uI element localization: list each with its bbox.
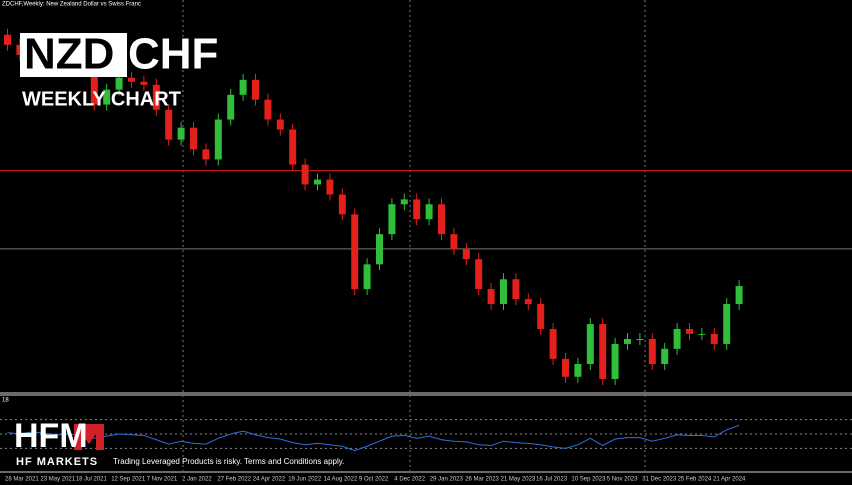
title-box-text: NZD xyxy=(24,30,114,79)
candle-body xyxy=(152,84,160,110)
title-text: CHF xyxy=(128,30,218,79)
candle-body xyxy=(562,358,569,377)
candle-body xyxy=(574,364,582,377)
candle-body xyxy=(239,79,247,95)
x-tick-label: 18 Jul 2021 xyxy=(76,477,108,483)
x-tick-label: 12 Sep 2021 xyxy=(111,477,146,483)
candle-body xyxy=(710,333,718,344)
panel-separator xyxy=(0,392,852,396)
logo-subtitle: HF MARKETS xyxy=(16,456,98,468)
x-tick-label: 29 Jan 2023 xyxy=(430,477,464,483)
candle-body xyxy=(673,328,681,349)
title-box xyxy=(20,33,127,77)
symbol-header: ZDCHF,Weekly: New Zealand Dollar vs Swis… xyxy=(2,2,141,8)
candle-body xyxy=(599,324,607,379)
candle-body xyxy=(314,179,321,185)
candle-body xyxy=(338,194,346,215)
candle-body xyxy=(723,303,731,344)
candle-body xyxy=(611,343,619,379)
candle-body xyxy=(128,77,135,82)
candle-body xyxy=(90,69,98,105)
x-tick-label: 9 Oct 2022 xyxy=(359,477,389,483)
candle-body xyxy=(363,264,371,290)
candle-body xyxy=(661,348,669,365)
candle-body xyxy=(202,149,210,160)
x-tick-label: 2 Jan 2022 xyxy=(182,477,212,483)
x-tick-label: 23 May 2021 xyxy=(40,477,75,483)
candle-body xyxy=(524,299,532,304)
candle-body xyxy=(351,214,359,290)
candle-body xyxy=(648,339,656,365)
indicator-label: 18 xyxy=(2,398,9,404)
candle-body xyxy=(276,119,284,130)
candle-body xyxy=(177,127,185,140)
logo-accent xyxy=(74,424,104,450)
candle-body xyxy=(500,279,507,304)
x-tick-label: 24 Apr 2022 xyxy=(253,477,286,483)
candle-body xyxy=(636,339,644,341)
candle-body xyxy=(4,34,11,45)
x-tick-label: 10 Sep 2023 xyxy=(571,477,606,483)
candle-body xyxy=(512,279,520,300)
candle-body xyxy=(413,199,421,220)
candle-body xyxy=(16,44,24,55)
x-tick-label: 7 Nov 2021 xyxy=(147,477,178,483)
candle-body xyxy=(487,289,495,304)
candle-body xyxy=(289,129,297,165)
x-tick-label: 21 May 2023 xyxy=(501,477,536,483)
candle-body xyxy=(115,77,123,90)
x-tick-label: 4 Dec 2022 xyxy=(394,477,425,483)
x-tick-label: 14 Aug 2022 xyxy=(324,477,358,483)
indicator-line xyxy=(7,424,740,452)
candle-body xyxy=(252,79,259,100)
candle-body xyxy=(624,339,631,344)
candle-body xyxy=(400,199,408,205)
candle-body xyxy=(264,99,272,120)
candle-body xyxy=(586,324,594,365)
candle-body xyxy=(376,234,383,265)
candle-body xyxy=(214,119,222,160)
x-tick-label: 26 Mar 2023 xyxy=(465,477,499,483)
candle-body xyxy=(438,204,445,235)
candle-body xyxy=(227,94,235,120)
x-tick-label: 25 Feb 2024 xyxy=(678,477,712,483)
disclaimer: Trading Leveraged Products is risky. Ter… xyxy=(113,457,344,466)
candle-body xyxy=(537,303,545,329)
x-tick-label: 5 Nov 2023 xyxy=(607,477,638,483)
candle-body xyxy=(450,234,458,250)
x-tick-label: 21 Apr 2024 xyxy=(713,477,746,483)
candle-body xyxy=(190,127,197,150)
candle-body xyxy=(140,81,148,85)
candle-body xyxy=(425,204,433,220)
subtitle: WEEKLY CHART xyxy=(22,88,181,110)
candle-body xyxy=(735,286,743,304)
candle-body xyxy=(698,333,706,335)
candle-body xyxy=(462,249,470,260)
candle-body xyxy=(686,328,693,334)
candle-body xyxy=(549,328,557,359)
candle-body xyxy=(475,259,483,290)
panel-separator xyxy=(0,471,852,473)
x-tick-label: 19 Jun 2022 xyxy=(288,477,322,483)
candle-body xyxy=(301,164,309,185)
x-tick-label: 16 Jul 2023 xyxy=(536,477,568,483)
candle-body xyxy=(326,179,334,195)
x-tick-label: 28 Mar 2021 xyxy=(5,477,39,483)
candle-body xyxy=(165,109,173,140)
logo: HFM xyxy=(14,417,88,455)
candle-body xyxy=(388,204,396,235)
x-tick-label: 27 Feb 2022 xyxy=(217,477,251,483)
x-tick-label: 31 Dec 2023 xyxy=(642,477,677,483)
candle-body xyxy=(103,89,111,105)
